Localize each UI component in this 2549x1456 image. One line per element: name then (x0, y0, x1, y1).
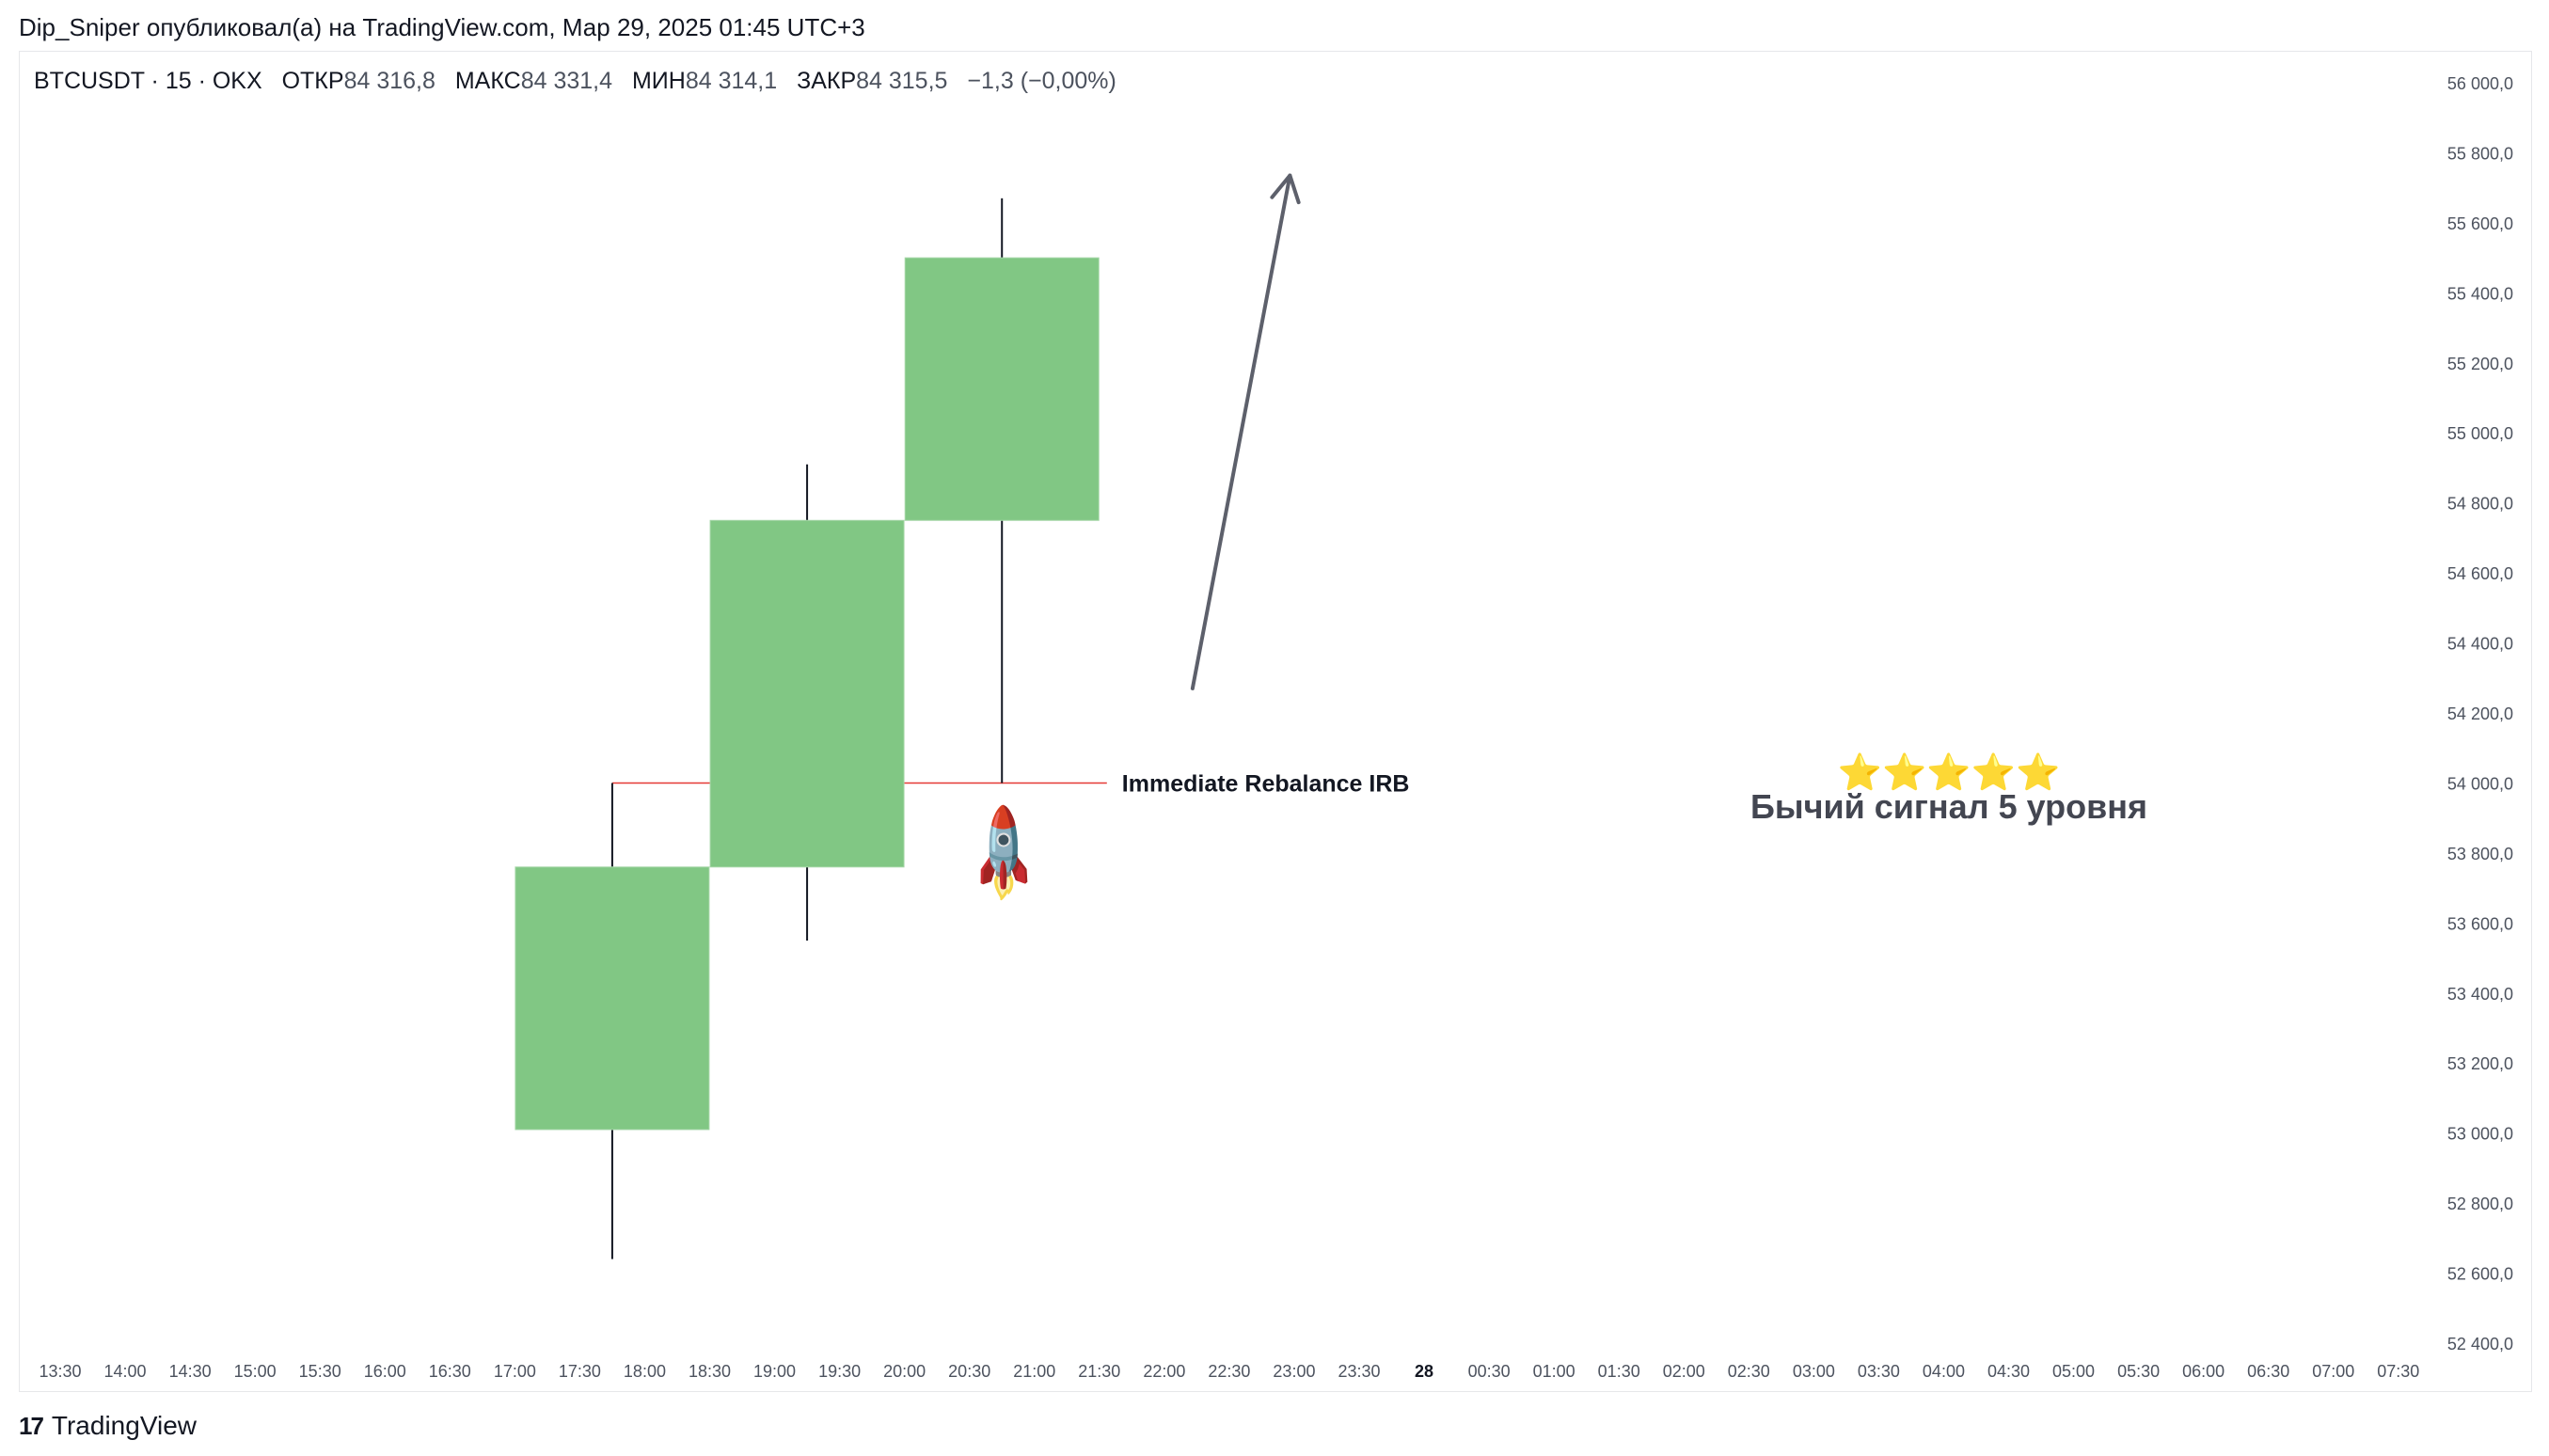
time-tick-label: 20:00 (883, 1362, 926, 1381)
price-tick-label: 52 400,0 (2447, 1335, 2513, 1353)
candle-body[interactable] (709, 519, 905, 868)
price-tick-label: 52 600,0 (2447, 1265, 2513, 1284)
time-tick-label: 19:30 (818, 1362, 861, 1381)
open-value: 84 316,8 (343, 68, 435, 94)
time-tick-label: 20:30 (948, 1362, 990, 1381)
price-tick-label: 52 800,0 (2447, 1195, 2513, 1213)
time-tick-label: 02:00 (1663, 1362, 1705, 1381)
price-tick-label: 53 000,0 (2447, 1125, 2513, 1144)
tradingview-brand[interactable]: 17 TradingView (19, 1411, 197, 1441)
time-tick-label: 16:00 (364, 1362, 406, 1381)
candles-layer (515, 198, 1100, 1259)
close-label: ЗАКР (797, 68, 857, 94)
five-stars-icon: ⭐⭐⭐⭐⭐ (1838, 752, 2061, 793)
price-tick-label: 54 000,0 (2447, 774, 2513, 793)
rocket-icon: 🚀 (947, 799, 1060, 911)
symbol-legend: BTCUSDT · 15 · OKX ОТКР84 316,8 МАКС84 3… (34, 68, 1116, 95)
time-tick-label: 01:30 (1598, 1362, 1640, 1381)
price-tick-label: 55 000,0 (2447, 424, 2513, 443)
candle-body[interactable] (515, 866, 710, 1131)
arrow-shaft (1190, 173, 1292, 690)
price-tick-label: 53 400,0 (2447, 985, 2513, 1004)
arrow-head (1270, 173, 1301, 205)
brand-name: TradingView (51, 1411, 198, 1440)
price-tick-label: 54 400,0 (2447, 635, 2513, 654)
candle[interactable] (904, 198, 1100, 783)
price-tick-label: 55 800,0 (2447, 144, 2513, 163)
candle[interactable] (515, 783, 710, 1259)
signal-text: Бычий сигнал 5 уровня (1750, 787, 2147, 826)
time-tick-label: 21:00 (1013, 1362, 1055, 1381)
time-tick-label: 17:00 (494, 1362, 536, 1381)
time-tick-label: 04:00 (1923, 1362, 1965, 1381)
time-tick-label: 15:00 (234, 1362, 277, 1381)
low-label: МИН (631, 68, 686, 94)
time-tick-label: 13:30 (39, 1362, 81, 1381)
open-label: ОТКР (281, 68, 344, 94)
price-tick-label: 54 600,0 (2447, 564, 2513, 583)
price-axis[interactable]: 56 000,0 55 800,0 55 600,0 55 400,0 55 200,0… (2447, 74, 2513, 1353)
change-value: −1,3 (−0,00%) (967, 68, 1116, 94)
time-tick-label: 14:00 (104, 1362, 147, 1381)
time-axis[interactable]: 13:30 14:00 14:30 15:00 15:30 16:00 16:30 17:00… (39, 1362, 2419, 1381)
price-tick-label: 54 200,0 (2447, 704, 2513, 723)
time-tick-label: 23:00 (1273, 1362, 1315, 1381)
time-tick-label: 05:30 (2117, 1362, 2160, 1381)
time-tick-label: 15:30 (299, 1362, 341, 1381)
high-value: 84 331,4 (520, 68, 613, 94)
time-tick-label: 00:30 (1468, 1362, 1511, 1381)
time-tick-label: 18:00 (624, 1362, 666, 1381)
price-tick-label: 53 600,0 (2447, 914, 2513, 933)
time-tick-label: 07:30 (2377, 1362, 2419, 1381)
time-tick-label: 16:30 (429, 1362, 471, 1381)
time-tick-label: 03:30 (1858, 1362, 1900, 1381)
time-tick-label: 28 (1415, 1362, 1433, 1381)
candle-body[interactable] (904, 257, 1100, 521)
price-tick-label: 54 800,0 (2447, 495, 2513, 514)
time-tick-label: 07:00 (2312, 1362, 2354, 1381)
time-tick-label: 22:00 (1143, 1362, 1185, 1381)
symbol-name[interactable]: BTCUSDT · 15 · OKX (34, 68, 262, 94)
time-tick-label: 18:30 (689, 1362, 731, 1381)
chart-frame[interactable] (19, 51, 2532, 1392)
time-tick-label: 04:30 (1987, 1362, 2030, 1381)
price-tick-label: 53 800,0 (2447, 845, 2513, 863)
price-tick-label: 56 000,0 (2447, 74, 2513, 93)
time-tick-label: 03:00 (1793, 1362, 1835, 1381)
tradingview-logo-icon: 17 (19, 1411, 44, 1440)
time-tick-label: 22:30 (1208, 1362, 1250, 1381)
time-tick-label: 06:00 (2182, 1362, 2224, 1381)
time-tick-label: 21:30 (1078, 1362, 1120, 1381)
high-label: МАКС (454, 68, 521, 94)
time-tick-label: 14:30 (169, 1362, 212, 1381)
arrow-up-right-icon[interactable] (1190, 173, 1301, 690)
price-tick-label: 53 200,0 (2447, 1054, 2513, 1073)
time-tick-label: 05:00 (2052, 1362, 2095, 1381)
price-tick-label: 55 400,0 (2447, 284, 2513, 303)
price-tick-label: 55 600,0 (2447, 214, 2513, 233)
time-tick-label: 17:30 (559, 1362, 601, 1381)
time-tick-label: 23:30 (1338, 1362, 1380, 1381)
time-tick-label: 06:30 (2247, 1362, 2289, 1381)
close-value: 84 315,5 (856, 68, 948, 94)
time-tick-label: 19:00 (753, 1362, 796, 1381)
publisher-line: Dip_Sniper опубликовал(а) на TradingView… (19, 13, 865, 41)
price-tick-label: 55 200,0 (2447, 355, 2513, 373)
time-tick-label: 01:00 (1533, 1362, 1575, 1381)
low-value: 84 314,1 (685, 68, 778, 94)
candle[interactable] (709, 464, 905, 941)
irb-label: Immediate Rebalance IRB (1122, 770, 1410, 797)
time-tick-label: 02:30 (1728, 1362, 1770, 1381)
